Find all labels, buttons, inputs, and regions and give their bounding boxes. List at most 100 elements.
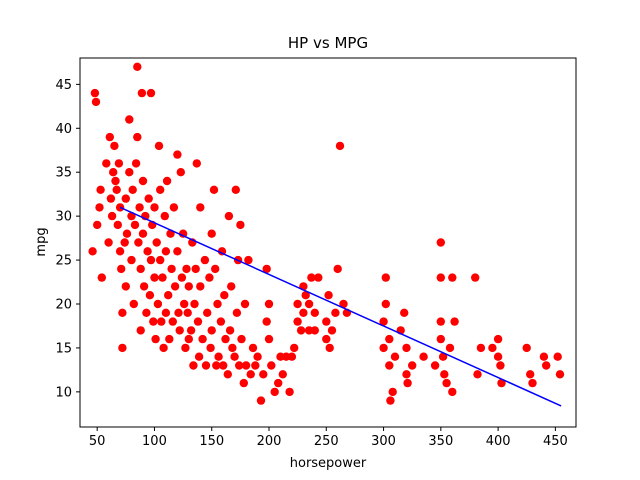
data-point: [339, 299, 348, 309]
data-point: [307, 273, 316, 282]
data-point: [379, 317, 388, 326]
data-point: [118, 343, 127, 353]
data-point: [194, 352, 204, 361]
data-point: [102, 159, 111, 168]
data-point: [156, 185, 165, 194]
data-point: [264, 334, 274, 344]
data-point: [104, 238, 113, 247]
data-point: [149, 317, 158, 326]
data-point: [259, 370, 268, 379]
data-point: [144, 194, 153, 203]
data-point: [385, 334, 394, 344]
data-point: [88, 247, 97, 256]
data-point: [304, 299, 314, 309]
data-point: [142, 308, 151, 317]
data-point: [236, 220, 245, 230]
data-point: [129, 299, 138, 309]
data-point: [385, 361, 394, 370]
data-point: [390, 352, 400, 361]
data-point: [322, 334, 331, 344]
data-point: [161, 247, 171, 256]
data-point: [183, 308, 192, 317]
data-point: [173, 247, 182, 256]
data-point: [131, 159, 141, 168]
data-point: [293, 299, 302, 309]
x-tick-label: 400: [486, 434, 511, 449]
data-point: [542, 361, 551, 370]
data-point: [430, 361, 440, 370]
data-point: [264, 299, 274, 309]
data-point: [135, 203, 144, 212]
data-point: [296, 326, 306, 335]
data-point: [240, 299, 250, 309]
data-point: [170, 282, 180, 291]
data-point: [90, 88, 100, 98]
data-point: [220, 291, 229, 300]
data-point: [121, 194, 130, 203]
data-point: [125, 168, 134, 177]
data-point: [209, 185, 219, 194]
data-point: [232, 308, 242, 317]
data-point: [227, 282, 236, 291]
y-tick-label: 30: [55, 210, 72, 225]
data-point: [127, 255, 136, 265]
data-point: [169, 203, 179, 212]
data-point: [122, 229, 132, 238]
data-point: [440, 370, 449, 379]
fit-line: [119, 206, 562, 407]
data-point: [528, 378, 537, 388]
data-point: [228, 343, 237, 353]
data-point: [193, 317, 203, 326]
data-point: [184, 282, 193, 291]
data-point: [146, 88, 156, 98]
data-point: [216, 317, 226, 326]
data-point: [436, 238, 445, 247]
data-point: [180, 299, 189, 309]
data-point: [223, 370, 232, 379]
data-point: [134, 238, 143, 247]
data-point: [402, 370, 411, 379]
data-point: [192, 159, 201, 168]
data-point: [221, 334, 230, 344]
data-point: [274, 378, 283, 388]
data-point: [214, 352, 223, 361]
data-point: [106, 194, 116, 203]
x-tick-label: 150: [199, 434, 224, 449]
data-point: [436, 273, 445, 282]
data-point: [231, 185, 240, 194]
data-point: [110, 141, 119, 151]
data-point: [186, 326, 196, 335]
data-point: [553, 352, 562, 361]
data-point: [207, 229, 216, 238]
data-point: [174, 308, 183, 317]
data-point: [448, 387, 457, 397]
data-point: [96, 185, 105, 194]
data-point: [178, 229, 188, 238]
data-point: [331, 308, 340, 317]
data-point: [224, 211, 234, 221]
data-point: [198, 334, 207, 344]
data-point: [476, 343, 486, 353]
data-point: [146, 255, 156, 265]
y-tick-label: 35: [55, 166, 72, 181]
data-point: [160, 211, 169, 221]
data-point: [213, 299, 222, 309]
data-point: [442, 378, 451, 388]
data-point: [154, 141, 164, 151]
data-point: [386, 396, 395, 405]
data-point: [381, 273, 390, 282]
y-tick-label: 45: [55, 78, 72, 93]
data-point: [117, 264, 126, 274]
data-point: [121, 282, 130, 291]
data-point: [182, 264, 191, 274]
data-point: [270, 387, 279, 397]
data-point: [164, 291, 173, 300]
data-point: [239, 378, 248, 388]
y-tick-label: 10: [55, 385, 72, 400]
data-point: [333, 264, 342, 274]
data-point: [203, 308, 212, 317]
data-point: [400, 308, 409, 317]
data-point: [205, 273, 214, 282]
data-point: [128, 185, 137, 194]
data-point: [402, 343, 411, 353]
